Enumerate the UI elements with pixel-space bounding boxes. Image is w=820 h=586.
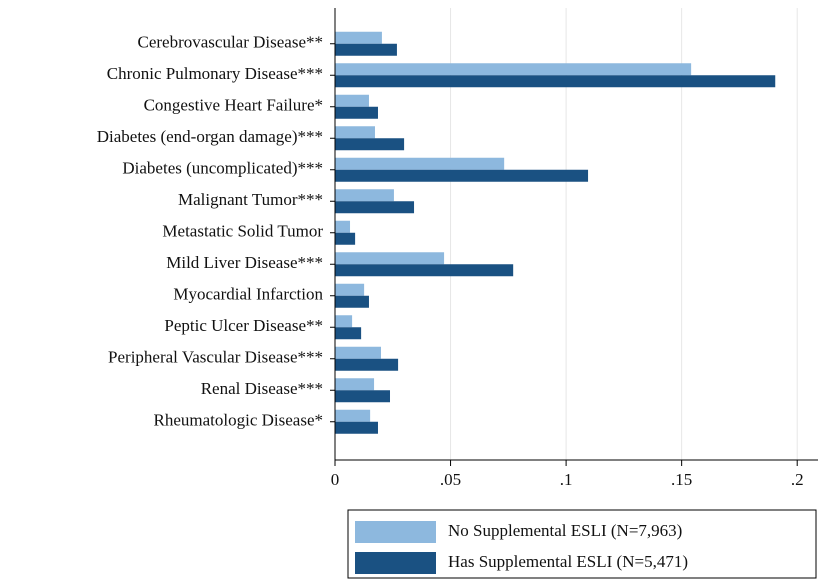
bar — [335, 315, 353, 328]
bar — [335, 220, 351, 233]
bar — [335, 295, 369, 308]
bar — [335, 189, 394, 202]
x-tick-label: .1 — [560, 470, 573, 489]
bar — [335, 232, 356, 245]
bar — [335, 43, 397, 56]
bar — [335, 157, 505, 170]
bar — [335, 358, 399, 371]
x-tick-label: .05 — [440, 470, 461, 489]
y-tick-label: Congestive Heart Failure* — [144, 96, 323, 115]
bar — [335, 378, 375, 391]
bar — [335, 75, 776, 88]
bar — [335, 327, 362, 340]
bar — [335, 169, 589, 182]
y-tick-label: Diabetes (end-organ damage)*** — [97, 127, 323, 146]
x-tick-label: .2 — [791, 470, 804, 489]
y-tick-label: Malignant Tumor*** — [178, 190, 323, 209]
bar — [335, 31, 382, 44]
bar — [335, 106, 378, 119]
y-tick-label: Myocardial Infarction — [173, 285, 323, 304]
bar — [335, 252, 445, 265]
y-tick-label: Metastatic Solid Tumor — [162, 222, 323, 241]
y-tick-label: Cerebrovascular Disease** — [137, 33, 323, 52]
bar — [335, 409, 371, 422]
y-tick-label: Renal Disease*** — [201, 379, 323, 398]
bar — [335, 94, 369, 107]
bar — [335, 138, 405, 151]
legend-label: Has Supplemental ESLI (N=5,471) — [448, 552, 688, 571]
bar — [335, 264, 514, 277]
y-tick-label: Peptic Ulcer Disease** — [164, 316, 323, 335]
legend-swatch — [355, 521, 436, 543]
y-tick-label: Rheumatologic Disease* — [154, 411, 324, 430]
bar — [335, 390, 391, 403]
y-tick-label: Mild Liver Disease*** — [166, 253, 323, 272]
y-tick-label: Chronic Pulmonary Disease*** — [107, 64, 323, 83]
bar — [335, 421, 378, 434]
legend-box — [347, 509, 817, 579]
bar — [335, 63, 692, 76]
y-tick-label: Diabetes (uncomplicated)*** — [122, 159, 323, 178]
legend-swatch — [355, 552, 436, 574]
y-tick-label: Peripheral Vascular Disease*** — [108, 348, 323, 367]
x-tick-label: .15 — [671, 470, 692, 489]
x-tick-label: 0 — [331, 470, 340, 489]
bar — [335, 201, 415, 214]
legend-label: No Supplemental ESLI (N=7,963) — [448, 521, 682, 540]
bar — [335, 283, 365, 296]
bar — [335, 126, 375, 139]
bar — [335, 346, 381, 359]
